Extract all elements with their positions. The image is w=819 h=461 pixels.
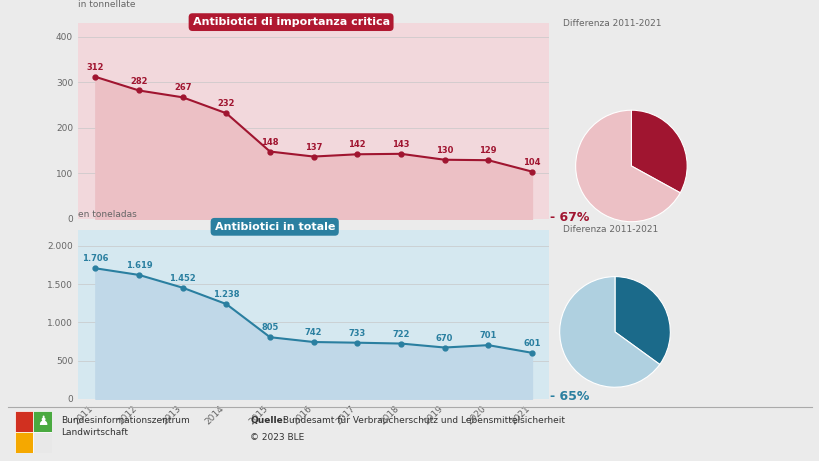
Bar	[33, 411, 52, 432]
Text: 1.619: 1.619	[125, 261, 152, 270]
Text: Diferenza 2011-2021: Diferenza 2011-2021	[562, 225, 657, 234]
Text: 267: 267	[174, 83, 191, 92]
Text: 129: 129	[479, 146, 496, 155]
Text: 137: 137	[305, 142, 322, 152]
Text: 232: 232	[217, 99, 235, 108]
Text: 722: 722	[391, 330, 410, 338]
Wedge shape	[614, 277, 669, 365]
Text: Antibiotici di importanza critica: Antibiotici di importanza critica	[192, 17, 389, 27]
Bar	[15, 411, 33, 432]
Text: 1.238: 1.238	[213, 290, 239, 299]
Text: 143: 143	[391, 140, 410, 149]
Wedge shape	[631, 110, 686, 193]
Wedge shape	[559, 277, 659, 387]
Text: 148: 148	[261, 137, 278, 147]
Text: - 65%: - 65%	[550, 390, 589, 402]
Text: 742: 742	[305, 328, 322, 337]
Text: 1.706: 1.706	[82, 254, 108, 263]
Text: 701: 701	[479, 331, 496, 340]
Text: 805: 805	[261, 323, 278, 332]
Text: Quelle:: Quelle:	[250, 416, 286, 425]
Text: 130: 130	[436, 146, 453, 155]
Text: Bundesamt für Verbraucherschutz und Lebensmittelsicherheit: Bundesamt für Verbraucherschutz und Lebe…	[280, 416, 565, 425]
Wedge shape	[575, 110, 680, 222]
Text: in tonnellate: in tonnellate	[78, 0, 135, 9]
Text: ♟: ♟	[37, 415, 48, 428]
Text: - 67%: - 67%	[550, 211, 589, 224]
Text: 104: 104	[523, 158, 540, 166]
Text: Differenza 2011-2021: Differenza 2011-2021	[562, 19, 660, 29]
Bar	[15, 432, 33, 453]
Text: 670: 670	[436, 334, 453, 343]
Text: en toneladas: en toneladas	[78, 210, 137, 219]
Text: 282: 282	[130, 77, 147, 86]
Text: 142: 142	[348, 140, 365, 149]
Text: 1.452: 1.452	[169, 274, 196, 283]
Text: 733: 733	[348, 329, 365, 338]
Text: Antibiotici in totale: Antibiotici in totale	[215, 222, 334, 232]
Text: 601: 601	[523, 339, 540, 348]
Bar	[33, 432, 52, 453]
Text: 312: 312	[87, 63, 104, 72]
Text: Bundesinformationszentrum
Landwirtschaft: Bundesinformationszentrum Landwirtschaft	[61, 416, 190, 437]
Text: © 2023 BLE: © 2023 BLE	[250, 433, 304, 443]
